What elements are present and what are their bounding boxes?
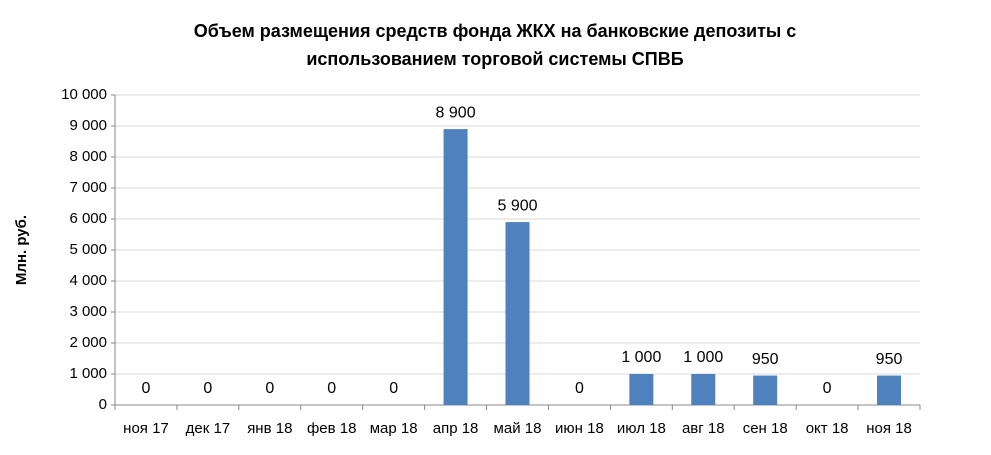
value-label: 1 000 [621, 349, 661, 366]
chart-title: использованием торговой системы СПВБ [306, 49, 683, 69]
bar [691, 374, 716, 405]
x-tick-label: окт 18 [806, 420, 849, 437]
y-tick-label: 2 000 [69, 334, 107, 351]
value-label: 950 [752, 351, 779, 368]
y-tick-label: 7 000 [69, 179, 107, 196]
x-tick-label: ноя 18 [866, 420, 912, 437]
value-label: 0 [203, 380, 212, 397]
y-tick-label: 10 000 [61, 86, 107, 103]
value-label: 5 900 [497, 197, 537, 214]
x-tick-label: сен 18 [743, 420, 788, 437]
y-tick-label: 0 [99, 396, 107, 413]
y-tick-label: 3 000 [69, 303, 107, 320]
value-label: 0 [575, 380, 584, 397]
bar [443, 129, 468, 405]
bar [753, 375, 778, 405]
value-label: 0 [389, 380, 398, 397]
x-tick-label: июл 18 [617, 420, 666, 437]
value-label: 1 000 [683, 349, 723, 366]
y-tick-label: 8 000 [69, 148, 107, 165]
value-label: 0 [142, 380, 151, 397]
x-tick-label: май 18 [494, 420, 542, 437]
value-label: 0 [327, 380, 336, 397]
value-label: 0 [823, 380, 832, 397]
x-tick-label: янв 18 [247, 420, 292, 437]
x-tick-label: апр 18 [433, 420, 479, 437]
y-tick-label: 6 000 [69, 210, 107, 227]
y-tick-label: 4 000 [69, 272, 107, 289]
y-tick-label: 9 000 [69, 117, 107, 134]
x-tick-label: дек 17 [186, 420, 231, 437]
y-tick-label: 1 000 [69, 365, 107, 382]
value-label: 950 [876, 351, 903, 368]
x-tick-label: мар 18 [370, 420, 418, 437]
x-tick-label: ноя 17 [123, 420, 169, 437]
chart-title: Объем размещения средств фонда ЖКХ на ба… [194, 21, 797, 41]
value-label: 0 [265, 380, 274, 397]
y-axis-label: Млн. руб. [13, 215, 30, 285]
x-tick-label: июн 18 [555, 420, 604, 437]
bar [629, 374, 654, 405]
value-label: 8 900 [436, 104, 476, 121]
bar [505, 222, 530, 405]
x-tick-label: авг 18 [682, 420, 725, 437]
y-tick-label: 5 000 [69, 241, 107, 258]
x-tick-label: фев 18 [307, 420, 357, 437]
bar [877, 375, 902, 405]
